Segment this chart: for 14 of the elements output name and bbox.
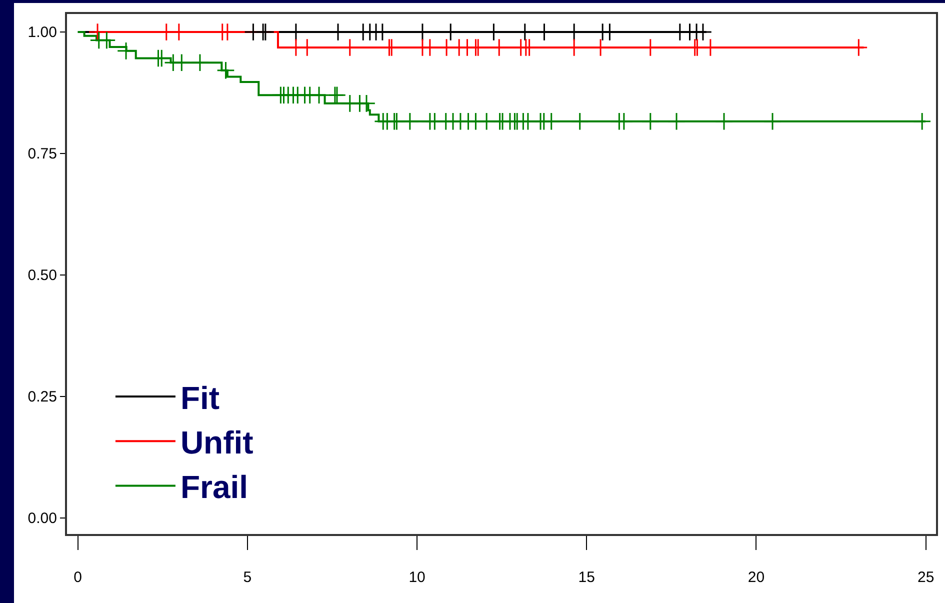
x-tick-label: 10	[408, 569, 426, 586]
legend-label: Unfit	[180, 424, 254, 461]
y-tick-label: 0.25	[28, 388, 57, 406]
legend-label: Frail	[180, 469, 248, 506]
legend-label: Fit	[180, 380, 220, 416]
y-tick-label: 0.75	[28, 146, 57, 163]
x-tick-label: 0	[74, 569, 82, 586]
x-tick-label: 5	[243, 569, 252, 586]
x-tick-label: 15	[578, 569, 595, 586]
y-tick-label: 1.00	[28, 24, 57, 42]
x-tick-label: 25	[917, 569, 934, 586]
y-tick-label: 0.00	[28, 510, 57, 528]
y-tick-label: 0.50	[28, 267, 57, 284]
x-tick-label: 20	[748, 569, 765, 586]
